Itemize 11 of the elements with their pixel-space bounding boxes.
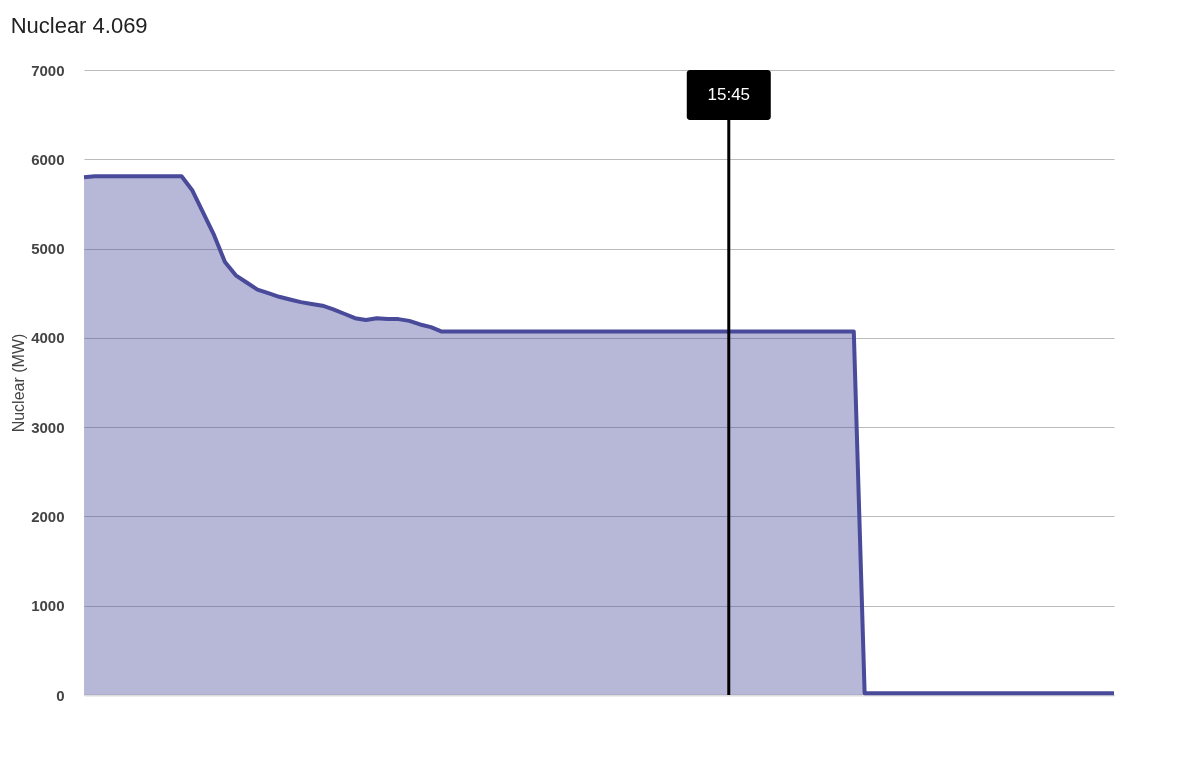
y-axis-title: Nuclear (MW): [10, 333, 28, 433]
y-tick-label: 5000: [31, 240, 65, 258]
chart-title: Nuclear 4.069: [10, 13, 148, 38]
y-tick-label: 4000: [31, 329, 65, 347]
y-tick-label: 3000: [31, 418, 65, 436]
y-tick-label: 7000: [31, 61, 65, 79]
annotation: 15:45: [707, 85, 751, 104]
y-tick-label: 0: [56, 686, 65, 704]
y-tick-label: 6000: [31, 150, 65, 168]
y-tick-label: 1000: [31, 597, 65, 615]
y-tick-label: 2000: [31, 507, 65, 525]
